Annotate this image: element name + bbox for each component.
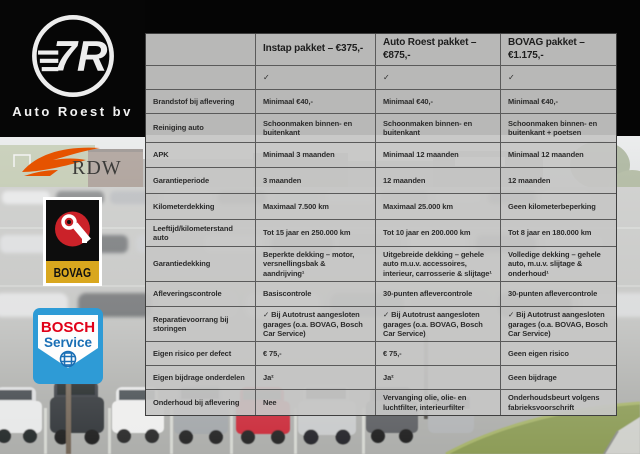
dealer-name: Auto Roest bv	[12, 104, 133, 119]
table-cell: Minimaal €40,-	[500, 90, 616, 113]
bosch-service-label: Service	[44, 335, 93, 350]
auto-roest-monogram-icon: 7R	[31, 15, 114, 97]
table-cell: Minimaal 12 maanden	[500, 143, 616, 167]
table-cell: Nee	[255, 390, 375, 416]
table-cell: Schoonmaken binnen- en buitenkant	[255, 114, 375, 142]
row-label: Afleveringscontrole	[153, 289, 222, 299]
table-row: Afleveringscontrole Basiscontrole 30-pun…	[146, 281, 616, 307]
table-header-row: Instap pakket – €375,- Auto Roest pakket…	[146, 34, 616, 65]
table-cell: Schoonmaken binnen- en buitenkant	[375, 114, 500, 142]
auto-roest-logo-box: 7R Auto Roest bv	[0, 0, 145, 137]
table-cell: ✓ Bij Autotrust aangesloten garages (o.a…	[500, 307, 616, 342]
table-cell: Tot 15 jaar en 250.000 km	[255, 220, 375, 246]
bovag-logo: BOVAG	[43, 197, 102, 286]
table-cell: Tot 10 jaar en 200.000 km	[375, 220, 500, 246]
header-cell-auto-roest: Auto Roest pakket – €875,-	[375, 34, 500, 65]
table-cell: Onderhoudsbeurt volgens fabrieksvoorschr…	[500, 390, 616, 416]
package-comparison-table: Instap pakket – €375,- Auto Roest pakket…	[145, 33, 617, 417]
table-cell: € 75,-	[255, 342, 375, 366]
table-row: APK Minimaal 3 maanden Minimaal 12 maand…	[146, 142, 616, 167]
row-label: Onderhoud bij aflevering	[153, 398, 240, 408]
row-label: Eigen risico per defect	[153, 349, 232, 359]
table-row: Eigen bijdrage onderdelen Ja² Ja² Geen b…	[146, 365, 616, 390]
bosch-service-logo: BOSCH Service	[33, 308, 103, 384]
rdw-logo: RDW	[20, 143, 124, 187]
table-cell: Minimaal 12 maanden	[375, 143, 500, 167]
table-cell: € 75,-	[375, 342, 500, 366]
header-cell-instap: Instap pakket – €375,-	[255, 34, 375, 65]
table-cell: Maximaal 7.500 km	[255, 194, 375, 219]
table-cell: Ja²	[255, 366, 375, 390]
row-label	[146, 66, 255, 89]
table-cell: Minimaal 3 maanden	[255, 143, 375, 167]
table-row: ✓ ✓ ✓	[146, 65, 616, 89]
table-cell: Geen eigen risico	[500, 342, 616, 366]
table-cell: ✓ Bij Autotrust aangesloten garages (o.a…	[255, 307, 375, 342]
check-cell: ✓	[255, 66, 375, 89]
table-cell: Minimaal €40,-	[255, 90, 375, 113]
row-label: Reiniging auto	[153, 123, 204, 133]
table-row: Leeftijd/kilometerstand auto Tot 15 jaar…	[146, 219, 616, 246]
table-cell: Geen kilometerbeperking	[500, 194, 616, 219]
table-row: Eigen risico per defect € 75,- € 75,- Ge…	[146, 341, 616, 366]
table-cell: ✓ Bij Autotrust aangesloten garages (o.a…	[375, 307, 500, 342]
row-label: APK	[153, 150, 169, 160]
bovag-label: BOVAG	[53, 264, 92, 280]
table-cell: Basiscontrole	[255, 282, 375, 307]
table-row: Garantieperiode 3 maanden 12 maanden 12 …	[146, 167, 616, 193]
bovag-key-icon	[46, 200, 99, 261]
check-cell: ✓	[375, 66, 500, 89]
table-cell: Vervanging olie, olie- en luchtfilter, i…	[375, 390, 500, 416]
table-cell: 12 maanden	[375, 168, 500, 193]
table-cell: 30-punten aflevercontrole	[375, 282, 500, 307]
table-row: Onderhoud bij aflevering Nee Vervanging …	[146, 389, 616, 416]
table-cell: Ja²	[375, 366, 500, 390]
row-label: Leeftijd/kilometerstand auto	[153, 223, 233, 242]
check-cell: ✓	[500, 66, 616, 89]
table-row: Reiniging auto Schoonmaken binnen- en bu…	[146, 113, 616, 142]
right-black-band	[617, 0, 640, 136]
table-row: Garantiedekking Beperkte dekking – motor…	[146, 246, 616, 282]
table-cell: Maximaal 25.000 km	[375, 194, 500, 219]
table-row: Brandstof bij aflevering Minimaal €40,- …	[146, 89, 616, 113]
table-cell: Geen bijdrage	[500, 366, 616, 390]
table-cell: Beperkte dekking – motor, versnellingsba…	[255, 247, 375, 282]
table-cell: 30-punten aflevercontrole	[500, 282, 616, 307]
table-row: Reparatievoorrang bij storingen ✓ Bij Au…	[146, 306, 616, 342]
svg-text:7R: 7R	[53, 33, 108, 80]
bosch-brand-label: BOSCH	[41, 319, 95, 336]
table-cell: Volledige dekking – gehele auto, m.u.v. …	[500, 247, 616, 282]
header-cell-bovag: BOVAG pakket – €1.175,-	[500, 34, 616, 65]
rdw-label: RDW	[72, 157, 122, 179]
header-cell-empty	[146, 34, 255, 65]
row-label: Reparatievoorrang bij storingen	[153, 314, 229, 334]
table-cell: 3 maanden	[255, 168, 375, 193]
table-cell: Uitgebreide dekking – gehele auto m.u.v.…	[375, 247, 500, 282]
row-label: Kilometerdekking	[153, 201, 215, 211]
table-cell: Schoonmaken binnen- en buitenkant + poet…	[500, 114, 616, 142]
row-label: Garantiedekking	[153, 259, 211, 269]
rdw-wing-icon	[22, 147, 100, 172]
table-cell: Minimaal €40,-	[375, 90, 500, 113]
table-row: Kilometerdekking Maximaal 7.500 km Maxim…	[146, 193, 616, 219]
table-cell: Tot 8 jaar en 180.000 km	[500, 220, 616, 246]
bosch-armature-icon	[59, 350, 77, 368]
table-cell: 12 maanden	[500, 168, 616, 193]
row-label: Garantieperiode	[153, 175, 210, 185]
row-label: Brandstof bij aflevering	[153, 96, 235, 106]
row-label: Eigen bijdrage onderdelen	[153, 373, 245, 383]
